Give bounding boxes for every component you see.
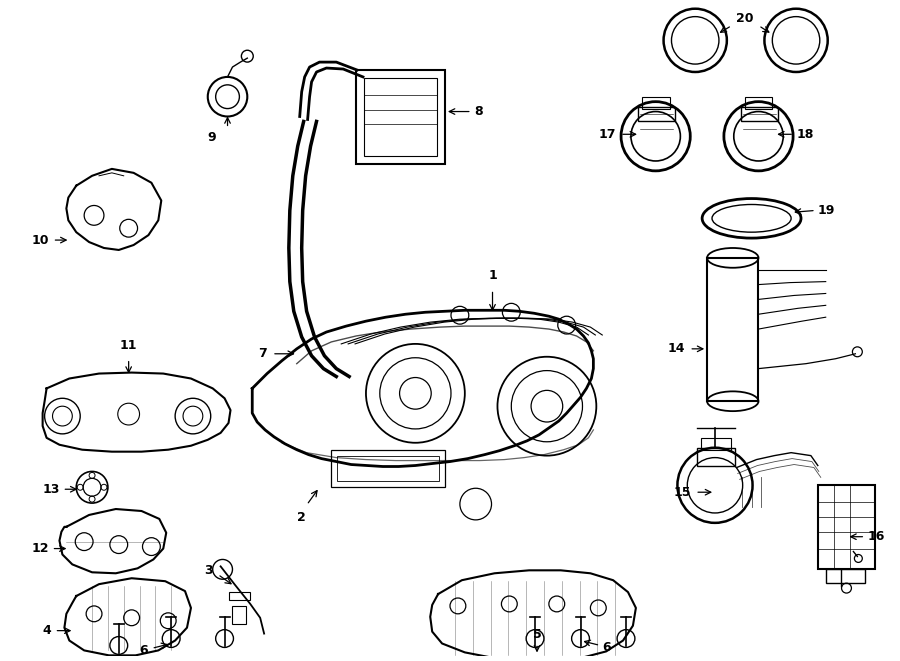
Bar	[232, 606, 247, 624]
Text: 12: 12	[32, 542, 49, 555]
Text: 19: 19	[818, 204, 835, 217]
Bar	[707, 258, 759, 401]
Bar	[701, 438, 731, 449]
Text: 8: 8	[474, 105, 483, 118]
Text: 6: 6	[139, 644, 148, 657]
Bar	[818, 485, 875, 569]
Bar	[638, 106, 675, 122]
Bar	[356, 70, 446, 164]
Text: 2: 2	[297, 511, 306, 524]
Text: 5: 5	[533, 627, 542, 641]
Bar	[698, 447, 734, 465]
Text: 3: 3	[204, 564, 212, 577]
Bar	[364, 78, 437, 156]
Text: 4: 4	[43, 624, 51, 637]
Bar	[338, 455, 439, 481]
Bar	[331, 449, 446, 487]
Bar	[689, 20, 701, 26]
Bar	[825, 569, 865, 583]
Text: 1: 1	[488, 268, 497, 282]
Text: 13: 13	[42, 483, 59, 496]
Text: 9: 9	[207, 132, 216, 144]
Text: 7: 7	[258, 347, 267, 360]
Text: 11: 11	[120, 339, 138, 352]
Bar	[744, 97, 772, 108]
Text: 18: 18	[796, 128, 814, 141]
Text: 16: 16	[868, 530, 885, 543]
Text: 14: 14	[668, 342, 685, 356]
Text: 17: 17	[598, 128, 616, 141]
Bar	[789, 20, 803, 26]
Text: 6: 6	[602, 641, 611, 654]
Text: 10: 10	[32, 233, 50, 247]
Bar	[229, 592, 250, 600]
Text: 20: 20	[736, 11, 753, 24]
Bar	[741, 106, 778, 122]
Bar	[642, 97, 670, 108]
Text: 15: 15	[674, 486, 691, 498]
